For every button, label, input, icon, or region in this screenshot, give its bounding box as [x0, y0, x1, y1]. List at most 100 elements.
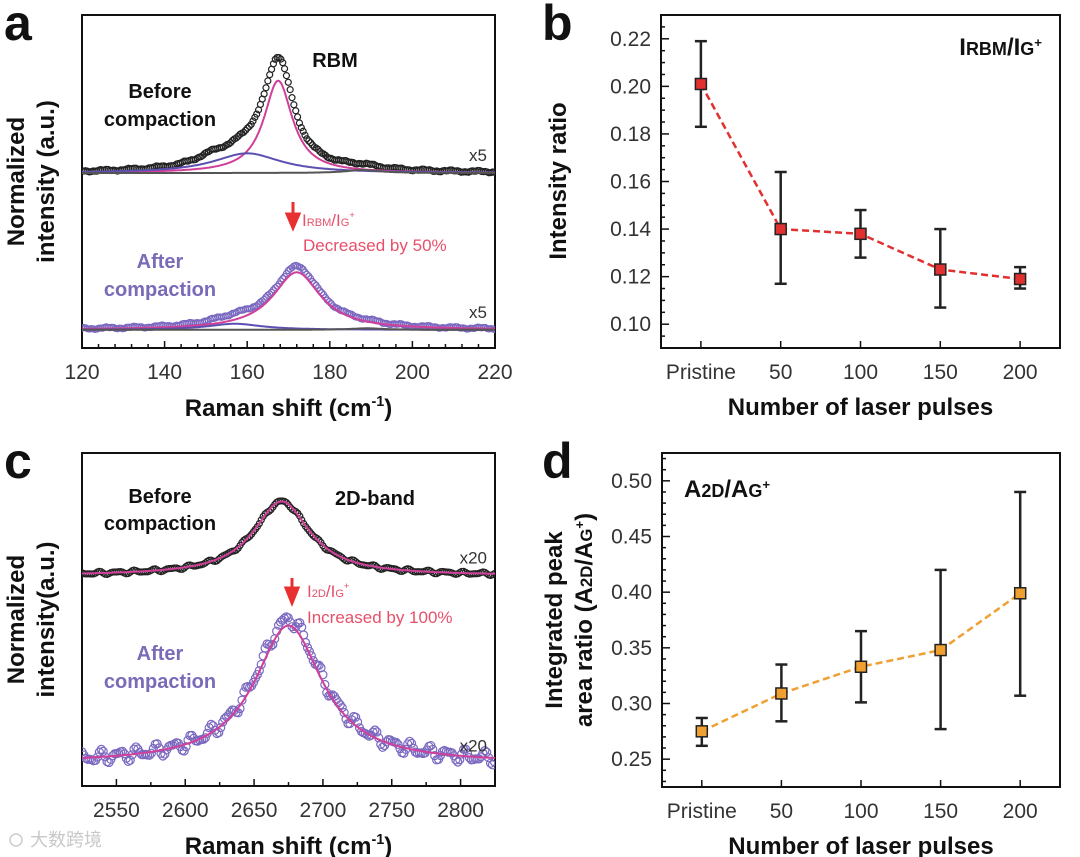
- x-tick-label: 2550: [93, 799, 140, 822]
- ratio-annotation: I2D/IG+: [307, 581, 349, 601]
- data-marker: [227, 139, 235, 147]
- change-annotation: Increased by 100%: [307, 608, 453, 627]
- data-marker: [152, 739, 162, 749]
- x-tick-label: 150: [923, 800, 958, 823]
- y-title-sub: G: [577, 529, 596, 542]
- x-axis-title: Number of laser pulses: [728, 394, 993, 421]
- x-tick-label: 150: [923, 361, 958, 384]
- y-tick-label: 0.25: [611, 748, 652, 771]
- data-marker: [266, 290, 274, 298]
- data-marker: [292, 107, 300, 115]
- y-tick-label: 0.12: [610, 266, 651, 289]
- y-tick-label: 0.14: [610, 218, 651, 241]
- data-marker: [257, 516, 265, 524]
- panel-label-a: a: [4, 0, 33, 51]
- ratio-sub-2: G: [748, 481, 762, 501]
- data-marker: [264, 77, 272, 85]
- data-marker: [260, 90, 268, 98]
- y-tick-label: 0.50: [611, 470, 652, 493]
- x-axis-title-end: ): [384, 833, 392, 857]
- y-axis-title: Intensity ratio: [545, 102, 572, 259]
- ratio-sub-1: RBM: [307, 217, 332, 229]
- before-label-1: Before: [128, 81, 191, 103]
- watermark-icon: [9, 833, 23, 847]
- data-marker: [217, 553, 225, 561]
- panel-d: 0.25 0.30 0.35 0.40 0.45 0.50 Pristine 50 100 150…: [611, 452, 1061, 857]
- data-marker: [447, 748, 457, 758]
- y-axis-title: Normalized: [3, 555, 30, 684]
- data-marker: [485, 758, 495, 768]
- x-tick-label: 200: [1003, 361, 1038, 384]
- data-marker: [406, 738, 417, 748]
- scale-label: x5: [469, 146, 487, 165]
- watermark-logo: 大数跨境: [30, 830, 102, 850]
- x-tick-label: 180: [312, 361, 347, 384]
- y-axis-title-line-2: area ratio (A2D/AG+): [571, 513, 598, 727]
- y-axis-title: intensity(a.u.): [33, 541, 60, 697]
- ratio-main-1: I: [959, 34, 966, 61]
- ratio-sub-2: G: [1020, 39, 1034, 59]
- data-marker: [480, 746, 490, 756]
- y-tick-label: 0.20: [610, 75, 651, 98]
- data-marker: [487, 760, 495, 770]
- x-tick-label: 50: [770, 800, 793, 823]
- data-marker: [266, 641, 276, 651]
- data-marker: [295, 618, 305, 628]
- x-tick-label: 140: [147, 361, 182, 384]
- panel-label-b: b: [542, 0, 573, 51]
- fit-component-minor: [82, 327, 495, 331]
- x-tick-label: 200: [395, 361, 430, 384]
- data-marker: [258, 297, 266, 305]
- data-marker: [298, 516, 306, 524]
- data-marker: [282, 72, 291, 80]
- data-marker: [305, 137, 313, 145]
- ratio-sub-1: 2D: [312, 588, 326, 600]
- data-marker: [131, 742, 141, 752]
- data-marker: [292, 507, 300, 516]
- data-marker: [179, 746, 189, 756]
- before-label-2: compaction: [104, 109, 216, 131]
- panel-label-d: d: [542, 433, 573, 489]
- x-tick-label: 100: [843, 361, 878, 384]
- scale-label: x20: [460, 736, 487, 755]
- panel-b: 0.10 0.12 0.14 0.16 0.18 0.20 0.22 Pristine 50 10…: [610, 14, 1061, 421]
- x-tick-label: 2600: [162, 799, 209, 822]
- ratio-plus: +: [344, 581, 349, 591]
- x-tick-label: Pristine: [667, 800, 737, 823]
- plot-frame: [81, 14, 496, 349]
- y-axis-title-line-1: Integrated peak: [541, 531, 568, 709]
- ratio-sub-1: RBM: [966, 39, 1007, 59]
- data-point: [854, 227, 867, 241]
- data-marker: [265, 507, 273, 515]
- y-tick-label: 0.30: [611, 693, 652, 716]
- rbm-label: RBM: [312, 50, 358, 72]
- ratio-plus: +: [1034, 35, 1042, 50]
- data-marker: [123, 756, 133, 767]
- x-tick-label: 2800: [437, 799, 484, 822]
- data-marker: [249, 117, 257, 125]
- data-marker: [240, 128, 248, 136]
- data-marker: [482, 747, 492, 757]
- y-tick-label: 0.22: [610, 28, 651, 51]
- ratio-plus: +: [349, 210, 354, 220]
- after-label-1: After: [137, 643, 184, 665]
- before-label-1: Before: [128, 486, 191, 508]
- panel-a: 120 140 160 180 200 220 Raman shift (cm-1) Norm…: [3, 14, 513, 422]
- plot-area: [82, 53, 495, 334]
- data-marker: [253, 110, 261, 118]
- data-marker: [164, 741, 174, 752]
- y-title-part: ): [571, 513, 598, 521]
- x-tick-label: 160: [230, 361, 265, 384]
- y-title-sub: 2D: [577, 566, 596, 587]
- data-marker: [351, 712, 361, 722]
- change-annotation: Decreased by 50%: [303, 236, 447, 255]
- x-axis-title-main: Raman shift (cm: [185, 833, 372, 857]
- x-tick-label: 2650: [231, 799, 278, 822]
- data-point: [854, 660, 868, 674]
- data-marker: [98, 746, 108, 756]
- y-tick-label: 0.35: [611, 637, 652, 660]
- after-label-2: compaction: [104, 279, 216, 301]
- y-tick-label: 0.40: [611, 581, 652, 604]
- data-marker: [96, 744, 106, 754]
- ratio-main-1: A: [684, 476, 701, 503]
